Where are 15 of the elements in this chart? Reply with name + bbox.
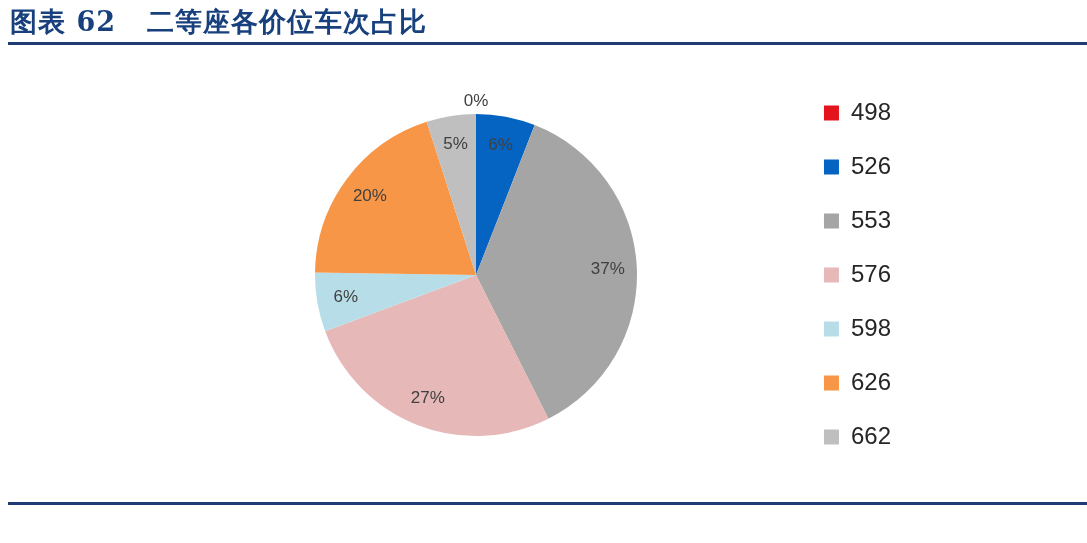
data-label: 37% bbox=[590, 258, 625, 278]
data-label: 20% bbox=[352, 186, 387, 206]
legend-label: 526 bbox=[850, 151, 891, 179]
legend-label: 598 bbox=[850, 313, 891, 341]
data-label: 5% bbox=[443, 134, 468, 154]
legend-label: 626 bbox=[850, 367, 891, 395]
legend-label: 576 bbox=[850, 259, 891, 287]
data-label: 6% bbox=[333, 287, 359, 307]
chart-title: 图表 62 二等座各价位车次占比 bbox=[10, 5, 428, 39]
legend-label: 498 bbox=[850, 97, 891, 125]
text: 0% bbox=[463, 90, 489, 110]
legend-label: 553 bbox=[850, 205, 891, 233]
data-label: 27% bbox=[410, 387, 445, 407]
legend-label: 662 bbox=[850, 421, 891, 449]
data-label: 6% bbox=[488, 134, 513, 154]
